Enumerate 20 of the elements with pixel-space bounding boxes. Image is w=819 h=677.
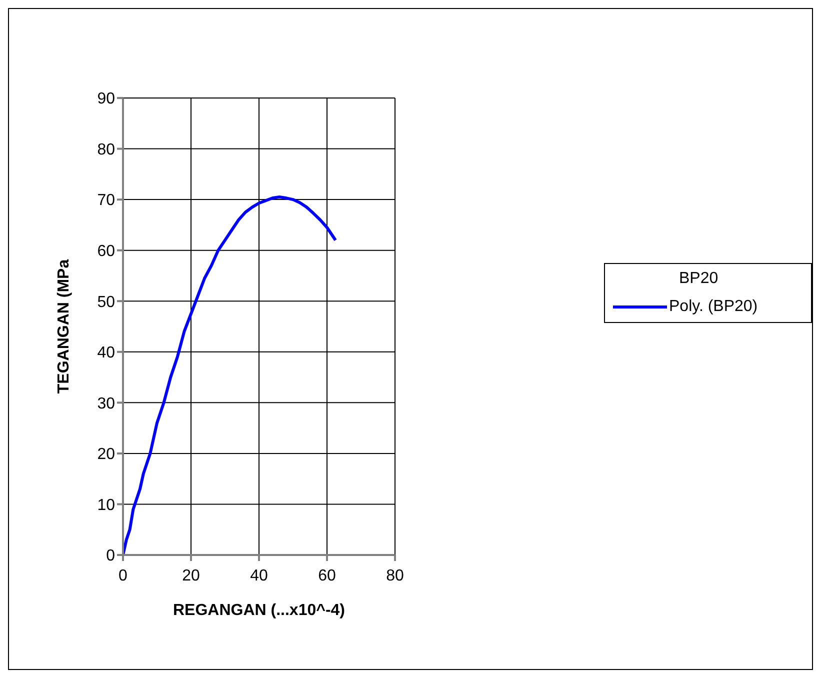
- line-series: [123, 196, 337, 555]
- y-tick-label: 40: [97, 344, 116, 362]
- x-tick-label: 20: [182, 567, 200, 584]
- y-tick-label: 10: [97, 496, 116, 514]
- x-axis-title: REGANGAN (...x10^-4): [172, 602, 346, 619]
- x-tick-label: 40: [250, 567, 268, 584]
- legend-label: Poly. (BP20): [669, 298, 758, 316]
- y-tick-label: 0: [106, 548, 116, 565]
- y-tick-label: 30: [97, 395, 116, 412]
- y-tick-label: 60: [97, 243, 116, 260]
- x-tick-label: 60: [318, 567, 336, 584]
- y-tick-label: 50: [97, 294, 116, 311]
- y-tick-label: 80: [97, 141, 116, 158]
- y-axis-title: TEGANGAN (MPa: [56, 259, 73, 394]
- legend-title: BP20: [678, 270, 720, 288]
- x-tick-label: 80: [386, 567, 404, 584]
- y-tick-label: 20: [97, 446, 116, 464]
- y-tick-label: 90: [97, 90, 116, 108]
- y-tick-label: 70: [97, 192, 116, 210]
- x-tick-label: 0: [118, 567, 128, 584]
